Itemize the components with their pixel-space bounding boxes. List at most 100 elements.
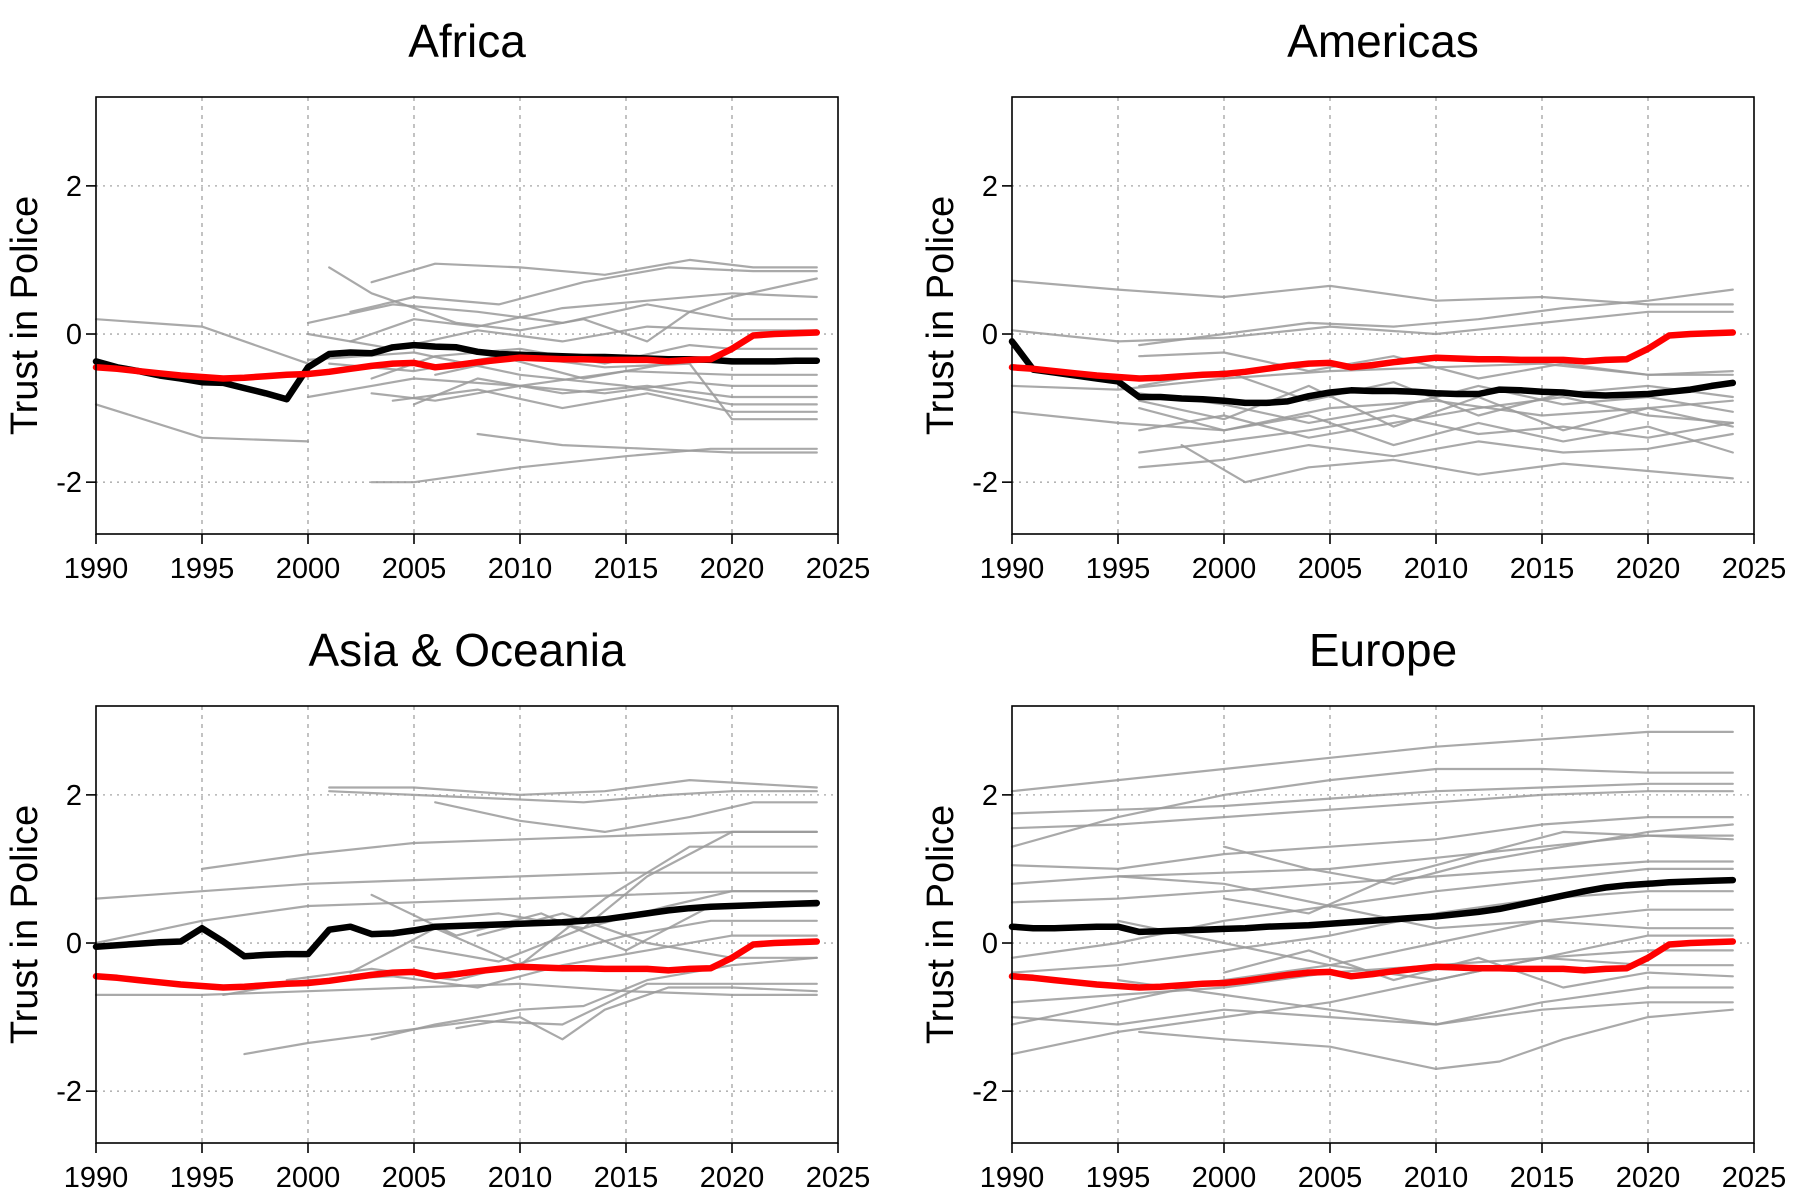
country-series-line: [1010, 767, 1734, 848]
country-series-line: [94, 890, 818, 945]
x-tick-label: 2010: [1404, 553, 1469, 585]
x-tick-label: 2025: [1722, 1162, 1787, 1194]
country-series-line: [1116, 919, 1734, 982]
x-tick-label: 2000: [1192, 553, 1257, 585]
country-series-line: [1180, 444, 1734, 484]
y-tick-label: -2: [56, 1076, 82, 1108]
country-series-line: [1222, 830, 1734, 915]
global-mean-line: [92, 329, 821, 382]
country-series-line: [1222, 823, 1734, 885]
country-series-line: [1138, 288, 1734, 347]
chart-title: Africa: [408, 15, 526, 67]
x-tick-label: 1990: [980, 1162, 1045, 1194]
plot-frame: [1011, 705, 1755, 1144]
x-tick-label: 1995: [170, 1162, 235, 1194]
y-tick-label: 2: [66, 171, 82, 203]
country-series-line: [1138, 384, 1734, 424]
x-tick-label: 2005: [1298, 553, 1363, 585]
global-mean-line: [1008, 938, 1737, 991]
x-tick-label: 2020: [700, 553, 765, 585]
global-mean-line: [92, 938, 821, 991]
x-tick-label: 1990: [980, 553, 1045, 585]
country-series-line: [306, 370, 818, 399]
country-series-line: [1010, 730, 1734, 793]
country-series-line: [306, 351, 818, 406]
country-series-line: [1010, 815, 1734, 871]
country-series-line: [1010, 908, 1734, 1026]
country-series-line: [1010, 1001, 1734, 1026]
x-tick-label: 2015: [1510, 553, 1575, 585]
country-series-line: [1010, 834, 1734, 885]
x-tick-label: 1995: [170, 553, 235, 585]
x-tick-label: 2000: [1192, 1162, 1257, 1194]
country-series-line: [349, 292, 818, 343]
country-series-line: [1010, 790, 1734, 830]
country-series-line: [1138, 1008, 1734, 1071]
country-series-line: [200, 830, 818, 871]
plot-frame: [1011, 96, 1755, 535]
x-tick-label: 2010: [488, 553, 553, 585]
y-tick-label: 2: [982, 780, 998, 812]
country-series-line: [1222, 949, 1734, 989]
x-tick-label: 2015: [1510, 1162, 1575, 1194]
y-tick-label: 0: [982, 928, 998, 960]
country-series-line: [285, 919, 818, 982]
plot-frame: [95, 705, 839, 1144]
x-tick-label: 2000: [276, 1162, 341, 1194]
y-axis-label: Trust in Police: [4, 805, 46, 1044]
country-series-line: [1116, 978, 1734, 1026]
x-tick-label: 2005: [1298, 1162, 1363, 1194]
country-series-line: [1010, 934, 1734, 1056]
y-tick-label: 0: [982, 319, 998, 351]
x-tick-label: 2025: [806, 553, 871, 585]
country-series-line: [1138, 351, 1734, 380]
country-series-line: [94, 871, 818, 900]
x-tick-label: 1995: [1086, 553, 1151, 585]
country-series-line: [1010, 279, 1734, 306]
country-series-line: [1010, 867, 1734, 959]
country-series-line: [370, 381, 818, 402]
country-series-line: [1010, 782, 1734, 815]
y-tick-label: 0: [66, 319, 82, 351]
country-series-line: [306, 303, 818, 324]
country-series-line: [370, 447, 818, 484]
country-series-line: [1010, 890, 1734, 974]
country-series-line: [328, 266, 818, 343]
country-series-line: [1116, 875, 1734, 930]
x-tick-label: 2020: [1616, 553, 1681, 585]
x-tick-label: 2015: [594, 1162, 659, 1194]
country-series-line: [1010, 949, 1734, 1004]
x-tick-label: 2025: [806, 1162, 871, 1194]
country-series-line: [243, 982, 818, 1056]
country-series-line: [328, 778, 818, 797]
country-series-line: [1138, 432, 1734, 469]
regional-mean-line: [1008, 338, 1737, 407]
country-series-line: [476, 432, 818, 454]
x-tick-label: 2020: [1616, 1162, 1681, 1194]
country-series-line: [412, 830, 818, 930]
country-series-line: [434, 801, 818, 834]
country-series-line: [370, 258, 818, 284]
country-series-line: [412, 377, 818, 406]
x-tick-label: 1995: [1086, 1162, 1151, 1194]
country-series-line: [1138, 407, 1734, 454]
chart-panel: Europe 1990 1995 2000 2005 2010 2015 2020 2025 -2…: [920, 624, 1786, 1194]
y-tick-label: -2: [972, 467, 998, 499]
x-tick-label: 1990: [64, 1162, 129, 1194]
country-series-line: [370, 956, 818, 1041]
x-tick-label: 2015: [594, 553, 659, 585]
country-series-line: [391, 388, 818, 413]
chart-title: Asia & Oceania: [308, 624, 625, 676]
x-tick-label: 2000: [276, 553, 341, 585]
country-series-line: [1010, 310, 1734, 343]
country-series-line: [1138, 414, 1734, 454]
chart-panel: Americas 1990 1995 2000 2005 2010 2015 2020 2025…: [920, 15, 1786, 585]
country-series-line: [1010, 399, 1734, 432]
country-series-line: [94, 403, 310, 443]
regional-mean-line: [1008, 876, 1737, 936]
y-tick-label: 2: [66, 780, 82, 812]
y-axis-label: Trust in Police: [920, 196, 962, 435]
y-axis-label: Trust in Police: [920, 805, 962, 1044]
country-series-line: [1138, 370, 1734, 417]
